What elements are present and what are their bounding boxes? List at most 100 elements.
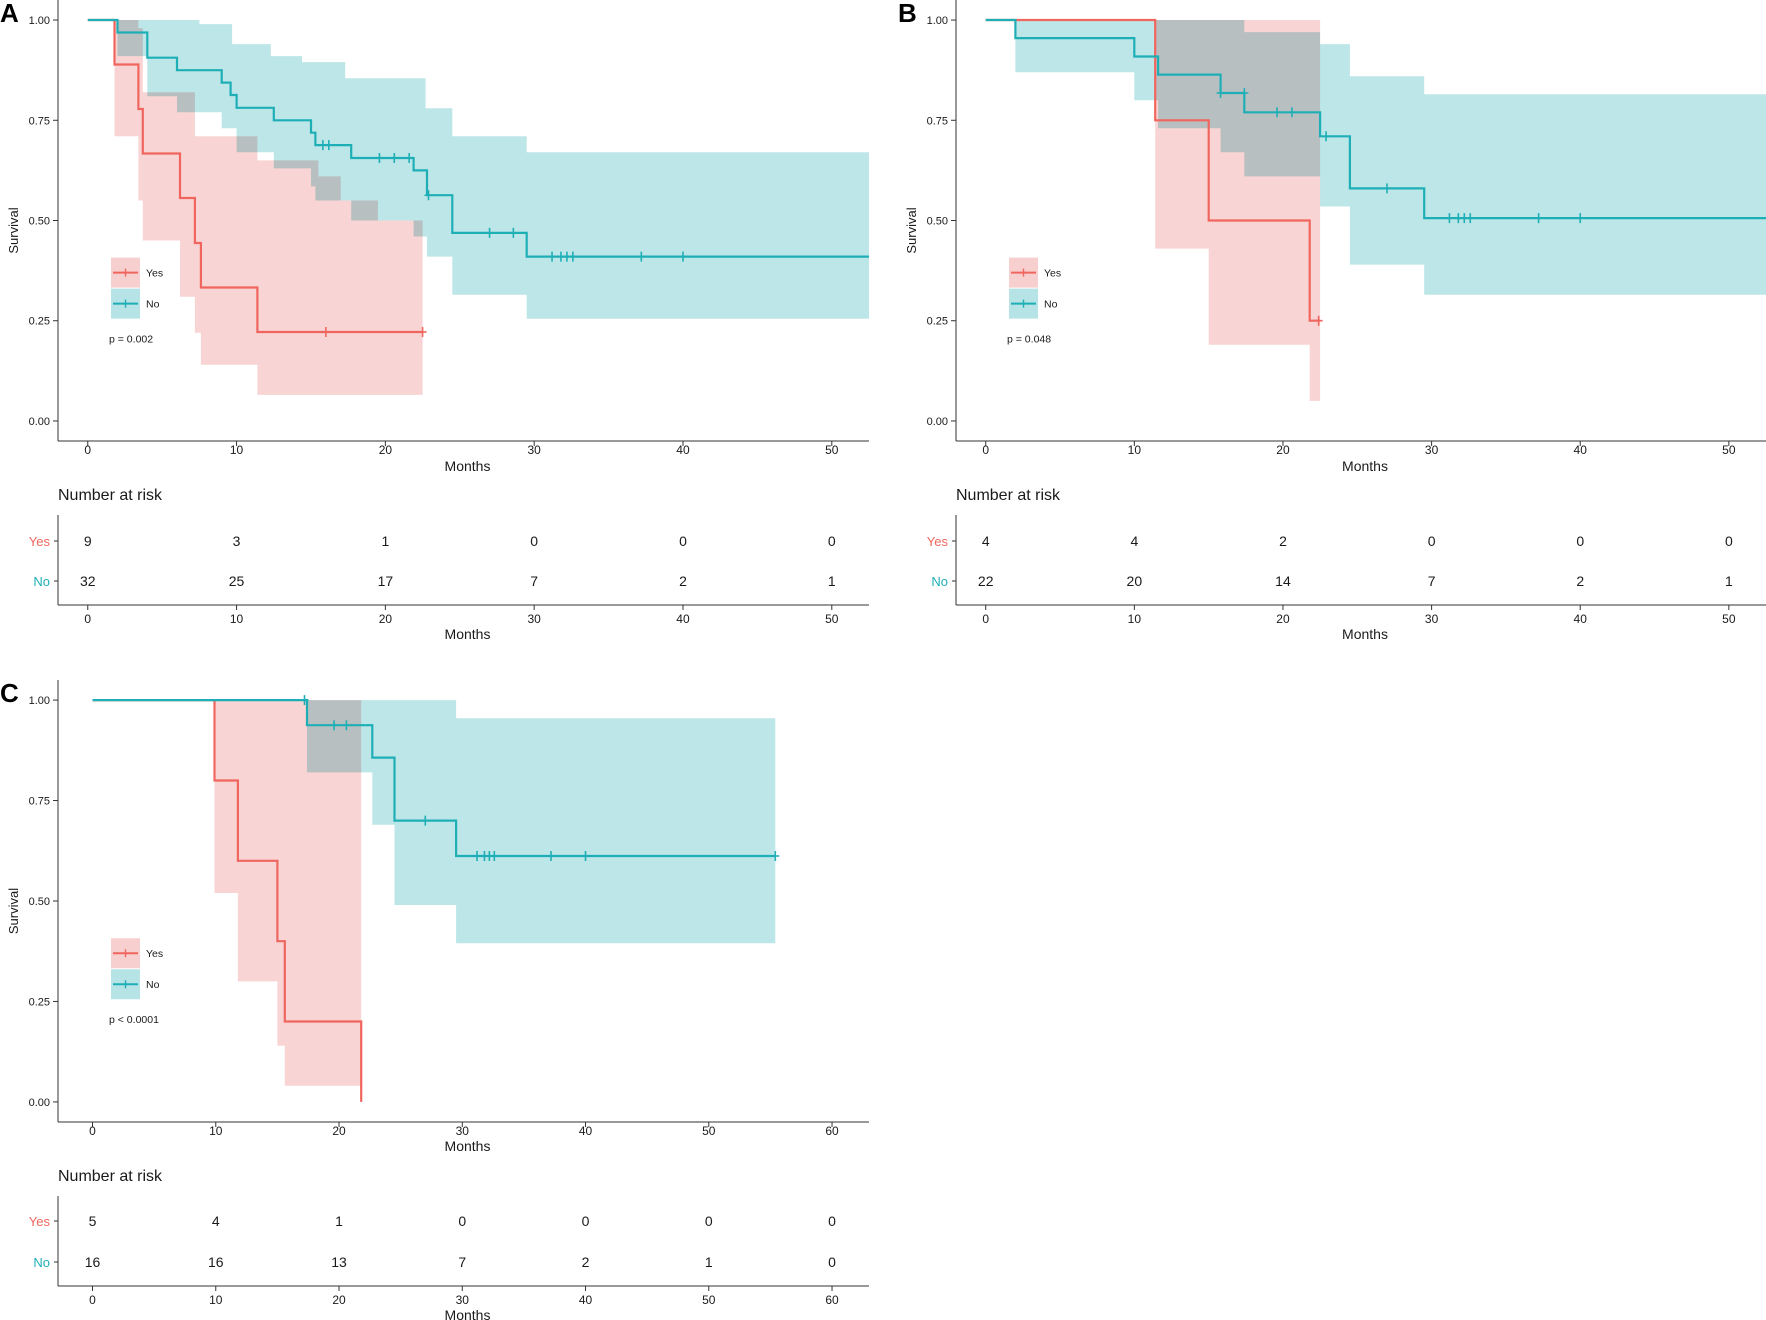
x-axis-title: Months: [445, 458, 491, 474]
risk-count: 2: [679, 573, 687, 589]
x-tick-label: 0: [89, 1124, 96, 1138]
y-tick-label: 1.00: [29, 695, 50, 707]
risk-row-label-yes: Yes: [29, 1214, 51, 1229]
ci-band-yes: [92, 700, 362, 1086]
censor-mark-no: [581, 850, 590, 861]
censor-mark-no: [1445, 213, 1454, 224]
risk-count: 0: [705, 1213, 713, 1229]
risk-x-tick-label: 20: [1276, 612, 1290, 626]
risk-count: 4: [982, 533, 990, 549]
censor-mark-no: [1466, 213, 1475, 224]
y-tick-label: 0.25: [29, 316, 50, 328]
risk-count: 7: [1428, 573, 1436, 589]
y-tick-label: 0.25: [927, 316, 948, 328]
y-tick-label: 0.50: [29, 896, 50, 908]
risk-x-tick-label: 10: [209, 1293, 223, 1307]
y-tick-label: 0.00: [29, 416, 50, 428]
risk-row-label-no: No: [33, 1255, 50, 1270]
censor-mark-no: [490, 850, 499, 861]
survival-line-yes: [87, 18, 423, 334]
censor-mark-yes: [321, 326, 330, 337]
y-tick-label: 1.00: [29, 15, 50, 27]
censor-mark-no: [421, 815, 430, 826]
censor-mark-no: [1273, 107, 1282, 118]
legend-label-yes: Yes: [146, 268, 163, 280]
p-value: p = 0.048: [1007, 334, 1051, 346]
risk-count: 1: [705, 1254, 713, 1270]
risk-row-label-no: No: [33, 574, 50, 589]
ci-band-no: [87, 20, 870, 319]
y-tick-label: 0.75: [927, 115, 948, 127]
panel-C: C0.000.250.500.751.000 10 20 30 40 50 60Months…: [0, 678, 869, 1320]
x-tick-label: 10: [1128, 443, 1142, 457]
censor-mark-no: [405, 152, 414, 163]
ci-band-yes: [87, 20, 423, 395]
x-tick-label: 30: [528, 443, 542, 457]
risk-count: 1: [828, 573, 836, 589]
risk-x-tick-label: 50: [1722, 612, 1736, 626]
risk-count: 2: [582, 1254, 590, 1270]
x-tick-label: 20: [332, 1124, 346, 1138]
censor-mark-no: [342, 720, 351, 731]
risk-count: 22: [978, 573, 994, 589]
risk-x-axis-title: Months: [1342, 626, 1388, 642]
y-tick-label: 0.50: [927, 216, 948, 228]
censor-mark-no: [548, 251, 557, 262]
y-axis-title: Survival: [904, 207, 919, 253]
survival-line-yes: [92, 699, 363, 1102]
panel-A: A0.000.250.500.751.000 10 20 30 40 50MonthsSu…: [0, 0, 870, 642]
censor-mark-no: [473, 850, 482, 861]
risk-x-axis-title: Months: [445, 626, 491, 642]
censor-mark-no: [771, 850, 780, 861]
x-tick-label: 0: [982, 443, 989, 457]
risk-count: 7: [530, 573, 538, 589]
censor-mark-no: [568, 251, 577, 262]
risk-table-title: Number at risk: [956, 487, 1061, 504]
censor-mark-no: [1216, 88, 1225, 99]
legend-marker-yes: [122, 268, 129, 277]
x-tick-label: 10: [209, 1124, 223, 1138]
risk-count: 4: [212, 1213, 220, 1229]
censor-mark-no: [485, 227, 494, 238]
legend-label-no: No: [1044, 299, 1058, 311]
y-tick-label: 0.00: [927, 416, 948, 428]
legend-marker-no: [122, 299, 129, 308]
risk-count: 7: [458, 1254, 466, 1270]
legend-marker-no: [122, 980, 129, 989]
x-tick-label: 30: [1425, 443, 1439, 457]
legend-marker-no: [1020, 299, 1027, 308]
risk-count: 0: [1576, 533, 1584, 549]
censor-mark-no: [678, 251, 687, 262]
x-axis-title: Months: [1342, 458, 1388, 474]
censor-mark-no: [1240, 88, 1249, 99]
risk-x-tick-label: 0: [982, 612, 989, 626]
risk-count: 0: [679, 533, 687, 549]
risk-count: 0: [828, 533, 836, 549]
censor-mark-no: [1322, 131, 1331, 142]
x-tick-label: 60: [825, 1124, 839, 1138]
risk-count: 0: [582, 1213, 590, 1229]
censor-mark-no: [300, 695, 309, 706]
risk-x-tick-label: 20: [332, 1293, 346, 1307]
risk-count: 0: [828, 1213, 836, 1229]
risk-x-tick-label: 40: [676, 612, 690, 626]
y-axis-title: Survival: [6, 888, 21, 934]
risk-x-tick-label: 60: [825, 1293, 839, 1307]
censor-mark-no: [1534, 213, 1543, 224]
panel-letter: C: [0, 678, 19, 708]
risk-x-tick-label: 50: [825, 612, 839, 626]
risk-count: 16: [208, 1254, 224, 1270]
x-tick-label: 50: [702, 1124, 716, 1138]
risk-x-axis-title: Months: [445, 1307, 491, 1320]
x-axis-title: Months: [445, 1138, 491, 1154]
y-axis-title: Survival: [6, 207, 21, 253]
ci-band-no: [985, 20, 1766, 295]
x-tick-label: 0: [84, 443, 91, 457]
risk-table-title: Number at risk: [58, 487, 163, 504]
risk-x-tick-label: 20: [379, 612, 393, 626]
risk-count: 0: [1725, 533, 1733, 549]
legend-label-yes: Yes: [1044, 268, 1061, 280]
risk-x-tick-label: 10: [1128, 612, 1142, 626]
y-tick-label: 0.75: [29, 796, 50, 808]
censor-mark-yes: [418, 326, 427, 337]
